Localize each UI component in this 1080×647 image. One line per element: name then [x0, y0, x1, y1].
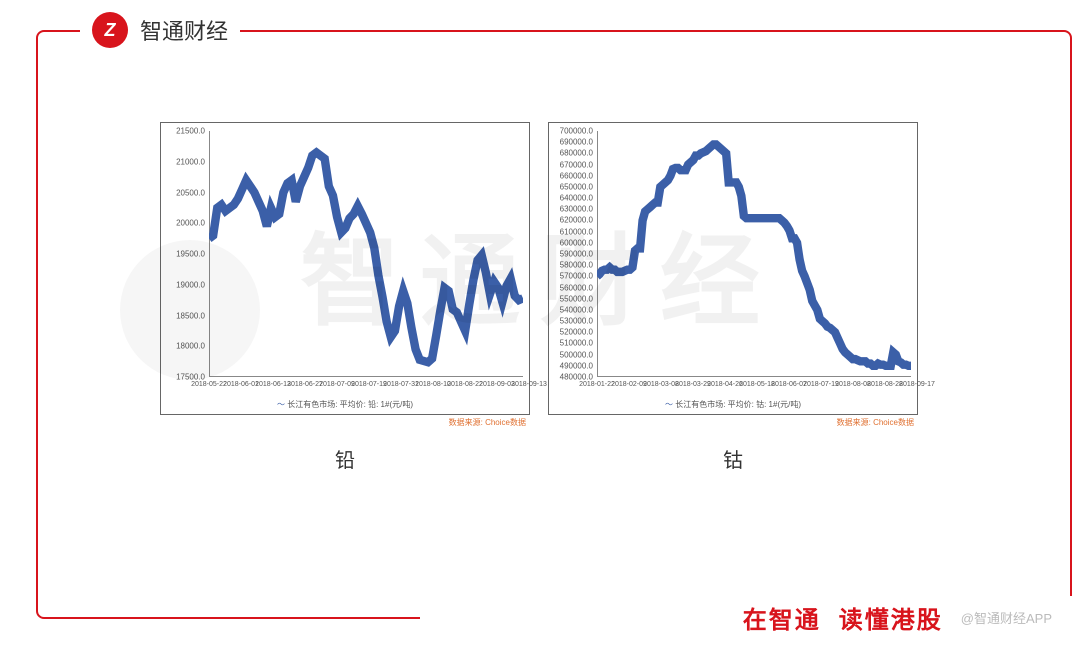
chart-panel: 17500.018000.018500.019000.019500.020000…	[160, 122, 530, 415]
x-tick-label: 2018-06-13	[255, 381, 291, 388]
y-tick-label: 700000.0	[560, 127, 593, 136]
y-tick-label: 19000.0	[176, 280, 205, 289]
y-tick-label: 610000.0	[560, 227, 593, 236]
x-tick-label: 2018-09-17	[899, 381, 935, 388]
x-tick-label: 2018-09-13	[511, 381, 547, 388]
y-tick-label: 21500.0	[176, 127, 205, 136]
line-series	[597, 131, 911, 377]
x-axis: 2018-01-222018-02-092018-03-082018-03-29…	[597, 381, 917, 397]
y-tick-label: 620000.0	[560, 216, 593, 225]
y-tick-label: 640000.0	[560, 194, 593, 203]
x-tick-label: 2018-07-09	[319, 381, 355, 388]
y-tick-label: 20500.0	[176, 188, 205, 197]
y-tick-label: 550000.0	[560, 294, 593, 303]
x-tick-label: 2018-08-08	[835, 381, 871, 388]
chart-钴: 480000.0490000.0500000.0510000.0520000.0…	[548, 122, 918, 473]
y-tick-label: 490000.0	[560, 361, 593, 370]
y-tick-label: 19500.0	[176, 250, 205, 259]
y-tick-label: 650000.0	[560, 182, 593, 191]
footer-tagline-2: 读懂港股	[839, 600, 943, 635]
chart-legend: ～ 长江有色市场: 平均价: 铅: 1#(元/吨)	[161, 397, 529, 414]
y-tick-label: 20000.0	[176, 219, 205, 228]
x-tick-label: 2018-05-22	[191, 381, 227, 388]
y-tick-label: 590000.0	[560, 250, 593, 259]
chart-panel: 480000.0490000.0500000.0510000.0520000.0…	[548, 122, 918, 415]
y-tick-label: 510000.0	[560, 339, 593, 348]
y-tick-label: 570000.0	[560, 272, 593, 281]
y-tick-label: 500000.0	[560, 350, 593, 359]
x-tick-label: 2018-08-28	[867, 381, 903, 388]
x-tick-label: 2018-04-26	[707, 381, 743, 388]
header: Z 智通财经	[80, 12, 240, 48]
y-tick-label: 18000.0	[176, 342, 205, 351]
x-tick-label: 2018-08-10	[415, 381, 451, 388]
chart-source: 数据来源: Choice数据	[160, 415, 530, 430]
chart-铅: 17500.018000.018500.019000.019500.020000…	[160, 122, 530, 473]
plot-area: 480000.0490000.0500000.0510000.0520000.0…	[597, 131, 911, 377]
x-tick-label: 2018-03-29	[675, 381, 711, 388]
x-tick-label: 2018-02-09	[611, 381, 647, 388]
brand-name: 智通财经	[140, 14, 228, 46]
x-tick-label: 2018-07-31	[383, 381, 419, 388]
chart-legend: ～ 长江有色市场: 平均价: 钴: 1#(元/吨)	[549, 397, 917, 414]
footer: 在智通 读懂港股 @智通财经APP	[420, 596, 1072, 639]
y-tick-label: 21000.0	[176, 157, 205, 166]
x-tick-label: 2018-01-22	[579, 381, 615, 388]
y-tick-label: 520000.0	[560, 328, 593, 337]
footer-tagline-1: 在智通	[743, 600, 821, 635]
y-tick-label: 580000.0	[560, 261, 593, 270]
chart-source: 数据来源: Choice数据	[548, 415, 918, 430]
x-tick-label: 2018-07-19	[803, 381, 839, 388]
x-tick-label: 2018-07-19	[351, 381, 387, 388]
y-tick-label: 670000.0	[560, 160, 593, 169]
x-tick-label: 2018-06-07	[771, 381, 807, 388]
y-tick-label: 600000.0	[560, 238, 593, 247]
y-tick-label: 660000.0	[560, 171, 593, 180]
line-series	[209, 131, 523, 377]
y-tick-label: 530000.0	[560, 317, 593, 326]
chart-title: 钴	[548, 444, 918, 473]
y-tick-label: 540000.0	[560, 305, 593, 314]
y-tick-label: 560000.0	[560, 283, 593, 292]
x-axis: 2018-05-222018-06-012018-06-132018-06-27…	[209, 381, 529, 397]
logo-icon: Z	[92, 12, 128, 48]
footer-watermark: @智通财经APP	[961, 608, 1052, 627]
x-tick-label: 2018-08-22	[447, 381, 483, 388]
y-tick-label: 630000.0	[560, 205, 593, 214]
x-tick-label: 2018-06-01	[223, 381, 259, 388]
charts-container: 17500.018000.018500.019000.019500.020000…	[160, 122, 918, 473]
y-tick-label: 680000.0	[560, 149, 593, 158]
x-tick-label: 2018-09-03	[479, 381, 515, 388]
y-tick-label: 690000.0	[560, 138, 593, 147]
plot-area: 17500.018000.018500.019000.019500.020000…	[209, 131, 523, 377]
y-tick-label: 18500.0	[176, 311, 205, 320]
x-tick-label: 2018-03-08	[643, 381, 679, 388]
x-tick-label: 2018-05-18	[739, 381, 775, 388]
chart-title: 铅	[160, 444, 530, 473]
x-tick-label: 2018-06-27	[287, 381, 323, 388]
